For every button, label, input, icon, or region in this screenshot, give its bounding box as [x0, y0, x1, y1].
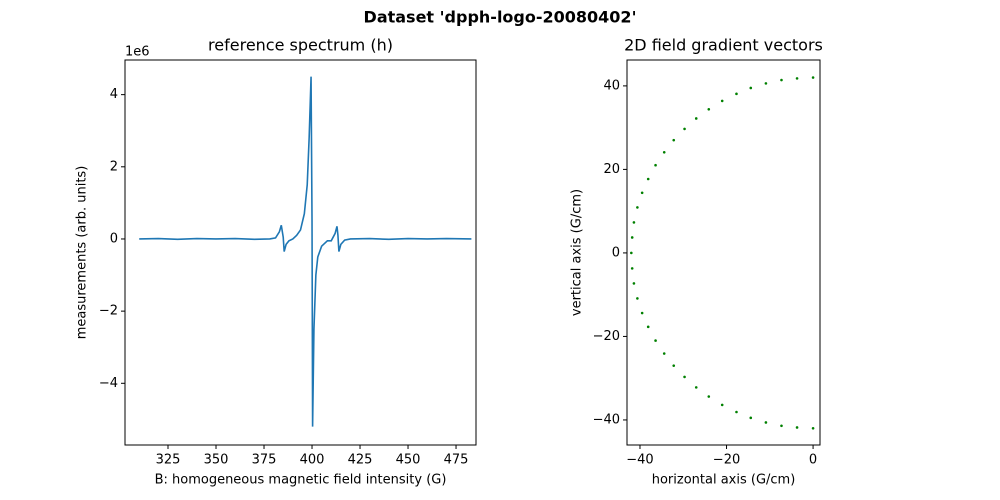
gradient-point [707, 395, 711, 398]
y-tick-label: −2 [99, 304, 118, 319]
gradient-point [654, 163, 657, 167]
gradient-point [795, 426, 799, 429]
y-tick-label: 4 [110, 87, 118, 102]
gradient-point [735, 92, 738, 96]
gradient-point [654, 339, 657, 342]
y-tick-label: 2 [110, 159, 118, 174]
gradient-point [630, 236, 634, 239]
gradient-point [683, 375, 686, 379]
gradient-point [640, 191, 644, 195]
gradient-point [632, 221, 636, 224]
gradient-point [646, 325, 650, 329]
y-axis-label: measurements (arb. units) [75, 166, 90, 340]
x-tick-label: 400 [300, 453, 325, 468]
gradient-point [646, 177, 650, 181]
gradient-point [636, 206, 639, 209]
gradient-point [662, 352, 666, 355]
x-tick-label: 475 [444, 453, 469, 468]
gradient-point [811, 426, 815, 430]
axes-title: reference spectrum (h) [208, 36, 393, 55]
gradient-point [764, 421, 768, 424]
gradient-point [662, 150, 666, 154]
y-axis-label: vertical axis (G/cm) [570, 189, 585, 316]
gradient-point [707, 107, 711, 111]
gradient-point [780, 78, 783, 82]
gradient-point [720, 403, 724, 407]
gradient-point [632, 282, 636, 285]
x-tick-label: 350 [204, 453, 229, 468]
y-tick-label: −4 [99, 376, 118, 391]
gradient-point [694, 386, 698, 389]
gradient-point [764, 82, 768, 85]
gradient-point [795, 77, 799, 80]
x-tick-label: −20 [713, 453, 740, 468]
axes-frame [124, 59, 477, 446]
gradient-point [683, 127, 686, 131]
y-tick-label: 0 [110, 231, 118, 246]
gradient-point [636, 297, 639, 300]
gradient-point [780, 424, 783, 428]
gradient-point [672, 364, 676, 367]
gradient-point [735, 410, 738, 414]
offset-text: 1e6 [125, 45, 150, 60]
axes-frame [626, 59, 821, 446]
gradient-point [749, 416, 753, 420]
y-tick-label: 40 [603, 78, 620, 93]
x-tick-label: 425 [348, 453, 373, 468]
figure-title: Dataset 'dpph-logo-20080402' [364, 8, 637, 27]
x-tick-label: 325 [156, 453, 181, 468]
spectrum-line [139, 76, 472, 427]
x-axis-label: B: homogeneous magnetic field intensity … [155, 473, 447, 488]
gradient-point [749, 86, 753, 90]
y-tick-label: 0 [612, 245, 620, 260]
gradient-point [811, 76, 815, 79]
x-tick-label: 0 [809, 453, 817, 468]
x-tick-label: −40 [626, 453, 653, 468]
y-tick-label: −40 [593, 412, 620, 427]
y-tick-label: −20 [593, 329, 620, 344]
x-tick-label: 450 [396, 453, 421, 468]
gradient-point [694, 117, 698, 120]
gradient-point [672, 138, 676, 142]
gradient-point [640, 311, 644, 315]
x-axis-label: horizontal axis (G/cm) [652, 473, 796, 488]
gradient-point [720, 99, 724, 103]
y-tick-label: 20 [603, 162, 620, 177]
axes-title: 2D field gradient vectors [624, 36, 823, 55]
gradient-point [630, 267, 634, 270]
x-tick-label: 375 [252, 453, 277, 468]
gradient-point [630, 251, 633, 255]
